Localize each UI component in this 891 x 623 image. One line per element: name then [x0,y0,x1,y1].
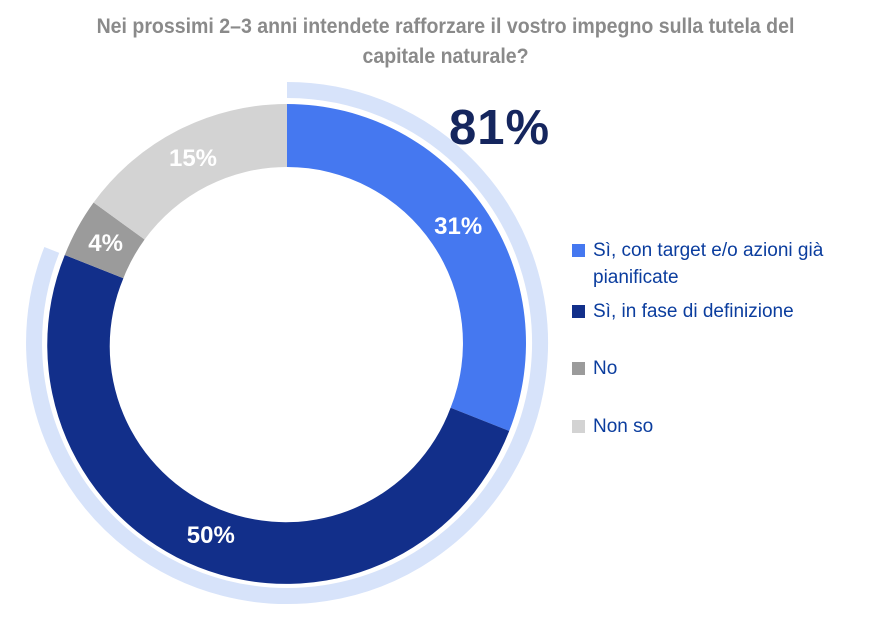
chart-title-line-1: Nei prossimi 2–3 anni intendete rafforza… [96,15,795,38]
legend-swatch-si-target [572,244,585,257]
donut-slice-1 [287,104,526,431]
donut-chart: 31% 50% 4% 15% [26,82,549,604]
legend-item-si-definizione: Sì, in fase di definizione [572,298,862,325]
slice-percent-label-1: 31% [434,213,482,240]
chart-title-line-2: capitale naturale? [362,45,529,68]
slice-percent-label-4: 15% [169,145,217,172]
legend-swatch-si-definizione [572,305,585,318]
donut-slice-4 [93,103,287,240]
legend-item-no: No [572,355,862,382]
legend-label: No [593,358,618,379]
legend-item-si-target: Sì, con target e/o azioni già pianificat… [572,237,862,291]
donut-slice-3 [64,202,145,279]
legend-item-non-so: Non so [572,413,862,440]
total-yes-callout: 81% [449,101,551,155]
legend-swatch-no [572,362,585,375]
legend-label: Sì, con target e/o azioni già pianificat… [593,240,824,288]
donut-slice-2 [47,255,510,584]
legend-swatch-non-so [572,420,585,433]
legend: Sì, con target e/o azioni già pianificat… [572,237,862,440]
slice-percent-label-3: 4% [88,230,123,257]
slice-percent-label-2: 50% [187,522,235,549]
legend-label: Sì, in fase di definizione [593,301,794,322]
highlight-arc-total-yes [26,82,549,604]
legend-label: Non so [593,416,654,437]
chart-title: Nei prossimi 2–3 anni intendete rafforza… [31,12,860,72]
